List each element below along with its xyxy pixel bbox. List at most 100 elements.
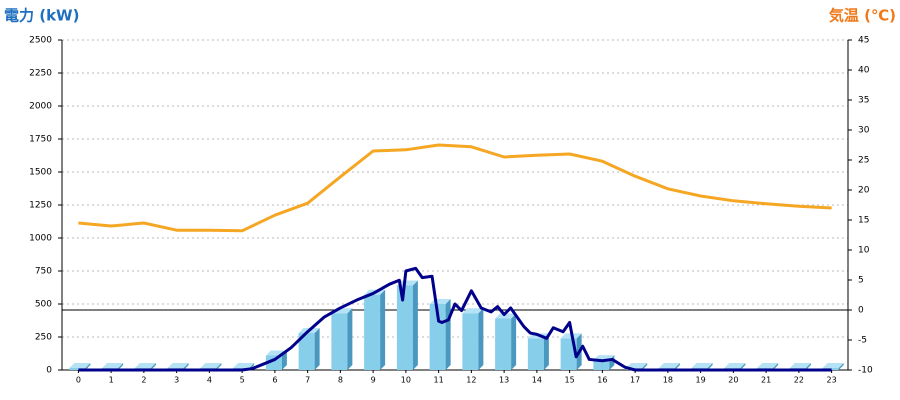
bar-front	[462, 313, 479, 370]
bar-side	[314, 328, 320, 370]
bar-top	[658, 363, 680, 369]
bar-front	[331, 313, 348, 370]
bar-side	[773, 363, 779, 370]
y-tick-label: 1500	[29, 168, 52, 178]
y2-tick-label: 30	[858, 126, 870, 136]
bar-top	[134, 363, 156, 369]
bar-top	[691, 363, 713, 369]
y-tick-label: 1000	[29, 234, 52, 244]
y-tick-label: 2250	[29, 69, 52, 79]
bar-side	[183, 363, 189, 370]
x-tick-label: 10	[401, 376, 411, 385]
bar-top	[822, 363, 844, 369]
bar-top	[626, 363, 648, 369]
y2-tick-label: 45	[858, 36, 869, 46]
x-tick-label: 3	[174, 376, 179, 385]
y2-title: 気温 (℃)	[829, 7, 896, 25]
bar	[462, 308, 484, 370]
bar-side	[347, 308, 353, 370]
bar	[364, 289, 386, 370]
x-tick-label: 23	[827, 376, 837, 385]
x-tick-label: 4	[207, 376, 212, 385]
y2-tick-label: 25	[858, 156, 869, 166]
x-tick-label: 15	[565, 376, 575, 385]
x-tick-label: 21	[761, 376, 771, 385]
bar-top	[462, 308, 484, 314]
x-tick-label: 12	[466, 376, 476, 385]
y2-tick-label: 15	[858, 216, 869, 226]
bar-side	[543, 333, 549, 370]
y2-tick-label: -5	[858, 336, 867, 346]
y-tick-label: 750	[35, 267, 52, 277]
bar-front	[527, 338, 544, 370]
y-tick-label: 1250	[29, 201, 52, 211]
bar-top	[789, 363, 811, 369]
y2-tick-label: 40	[858, 66, 870, 76]
y-tick-label: 500	[35, 300, 52, 310]
bar-side	[674, 363, 680, 370]
bar-side	[838, 363, 844, 370]
x-tick-label: 8	[338, 376, 343, 385]
y2-tick-label: 0	[858, 306, 864, 316]
chart-title: 電力 (kW)	[4, 7, 79, 25]
bar-top	[69, 363, 91, 369]
bar-side	[85, 363, 91, 370]
x-tick-label: 13	[499, 376, 509, 385]
y2-tick-label: 5	[858, 276, 864, 286]
x-tick-label: 22	[794, 376, 804, 385]
bar-top	[233, 363, 255, 369]
bar-side	[707, 363, 713, 370]
bar-side	[380, 289, 386, 370]
y2-tick-label: 35	[858, 96, 869, 106]
bar-side	[478, 308, 484, 370]
bar-front	[429, 304, 446, 370]
line	[78, 266, 832, 372]
bar-side	[118, 363, 124, 370]
bar-top	[757, 363, 779, 369]
line	[78, 143, 832, 233]
bar	[69, 363, 91, 370]
bar-top	[495, 313, 517, 319]
x-tick-label: 6	[272, 376, 277, 385]
bar-front	[396, 285, 413, 370]
bar-side	[642, 363, 648, 370]
bar-top	[167, 363, 189, 369]
bar	[593, 355, 615, 370]
x-tick-label: 1	[109, 376, 114, 385]
bar-top	[200, 363, 222, 369]
x-tick-label: 2	[141, 376, 146, 385]
bar	[331, 308, 353, 370]
bar	[429, 299, 451, 370]
bar	[396, 280, 418, 370]
x-tick-label: 19	[696, 376, 706, 385]
x-tick-label: 7	[305, 376, 310, 385]
bar-front	[495, 318, 512, 370]
x-tick-label: 18	[663, 376, 673, 385]
x-tick-label: 11	[434, 376, 444, 385]
y2-tick-label: -10	[858, 366, 873, 376]
x-tick-label: 14	[532, 376, 542, 385]
x-tick-label: 17	[630, 376, 640, 385]
bar-front	[560, 338, 577, 370]
bar-side	[412, 280, 418, 370]
y-tick-label: 250	[35, 333, 52, 343]
x-tick-label: 20	[728, 376, 738, 385]
x-tick-label: 9	[371, 376, 376, 385]
y2-tick-label: 20	[858, 186, 870, 196]
bar-side	[281, 350, 287, 370]
bar-front	[298, 333, 315, 370]
y-tick-label: 2000	[29, 102, 52, 112]
y2-tick-label: 10	[858, 246, 870, 256]
bar-top	[102, 363, 124, 369]
bar-side	[150, 363, 156, 370]
bar-side	[805, 363, 811, 370]
x-tick-label: 0	[76, 376, 81, 385]
bar-top	[396, 280, 418, 286]
bar-top	[724, 363, 746, 369]
bar-front	[364, 294, 381, 370]
bar-side	[740, 363, 746, 370]
bar-side	[445, 299, 451, 370]
bar-side	[216, 363, 222, 370]
